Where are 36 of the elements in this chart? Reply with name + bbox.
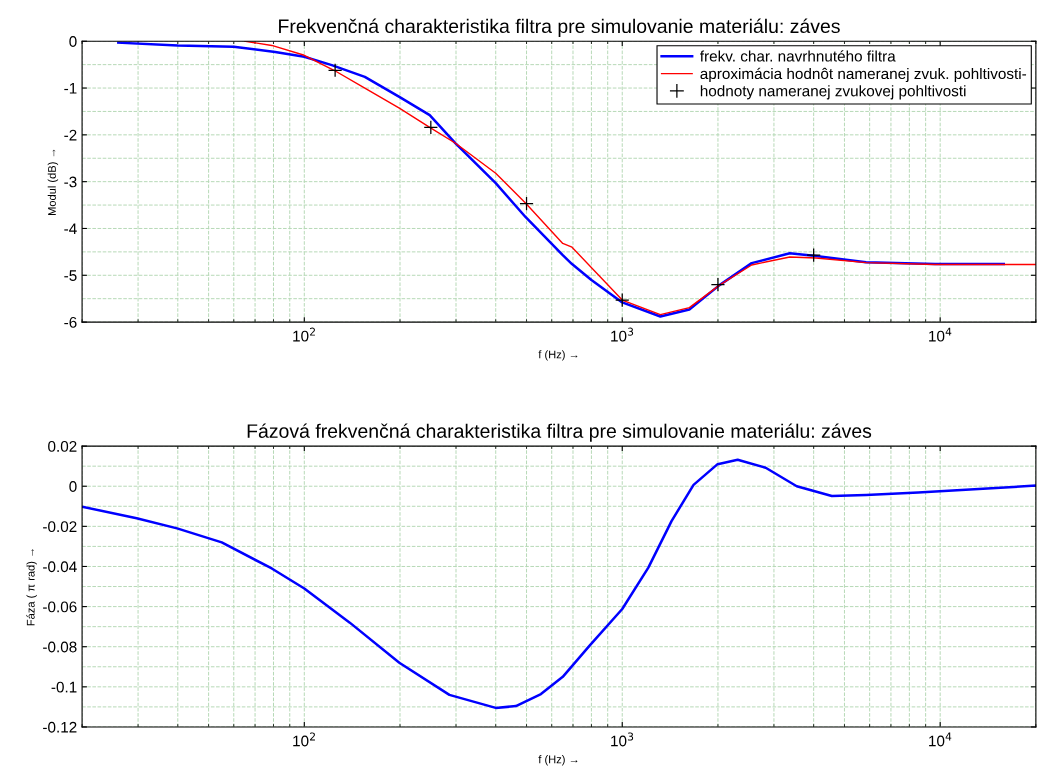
- y-tick-label: -0.1: [51, 681, 77, 693]
- y-axis-title: Fáza ( π rad) →: [26, 549, 37, 626]
- point: [327, 63, 343, 78]
- y-axis-title: Modul (dB) →: [47, 149, 59, 216]
- point: [710, 277, 726, 292]
- y-tick-label: -2: [64, 129, 77, 141]
- x-tick-label: 10$^{3}$: [611, 732, 634, 747]
- y-tick-label: 0: [69, 36, 77, 47]
- x-tick-label: 10$^{2}$: [293, 327, 315, 342]
- y-tick-label: -1: [64, 83, 77, 94]
- legend-label: hodnoty nameranej zvukovej pohltivosti: [700, 85, 966, 100]
- x-tick-label: 10$^{4}$: [929, 732, 952, 747]
- y-tick-label: 0: [69, 481, 77, 492]
- y-tick-label: -0.06: [43, 601, 77, 613]
- x-tick-label: 10$^{4}$: [929, 327, 952, 342]
- x-tick-label: 10$^{2}$: [293, 732, 315, 747]
- y-tick-label: -3: [64, 176, 77, 188]
- y-tick-label: -0.12: [43, 721, 77, 733]
- x-tick-label: 10$^{3}$: [611, 327, 634, 342]
- y-tick-label: -5: [64, 270, 77, 281]
- y-tick-label: -0.08: [43, 641, 77, 653]
- x-axis-title: f (Hz) →: [538, 755, 578, 766]
- y-tick-label: -0.02: [43, 521, 77, 533]
- point: [615, 292, 630, 308]
- y-tick-label: 0.02: [48, 440, 77, 452]
- chart-title: Fázová frekvenčná charakteristika filtra pre simulovanie materiálu: záves: [247, 423, 872, 442]
- y-tick-label: -0.04: [43, 561, 77, 573]
- point: [806, 247, 821, 263]
- chart-title: Frekvenčná charakteristika filtra pre simulovanie materiálu: záves: [279, 18, 840, 37]
- point: [519, 196, 534, 211]
- y-tick-label: -6: [64, 316, 77, 328]
- x-axis-title: f (Hz) →: [538, 350, 578, 361]
- legend-label: frekv. char. navrhnutého filtra: [700, 50, 896, 62]
- y-tick-label: -4: [64, 223, 77, 235]
- legend-label: aproximácia hodnôt nameranej zvuk. pohltivosti-: [700, 67, 1027, 83]
- point: [423, 120, 439, 135]
